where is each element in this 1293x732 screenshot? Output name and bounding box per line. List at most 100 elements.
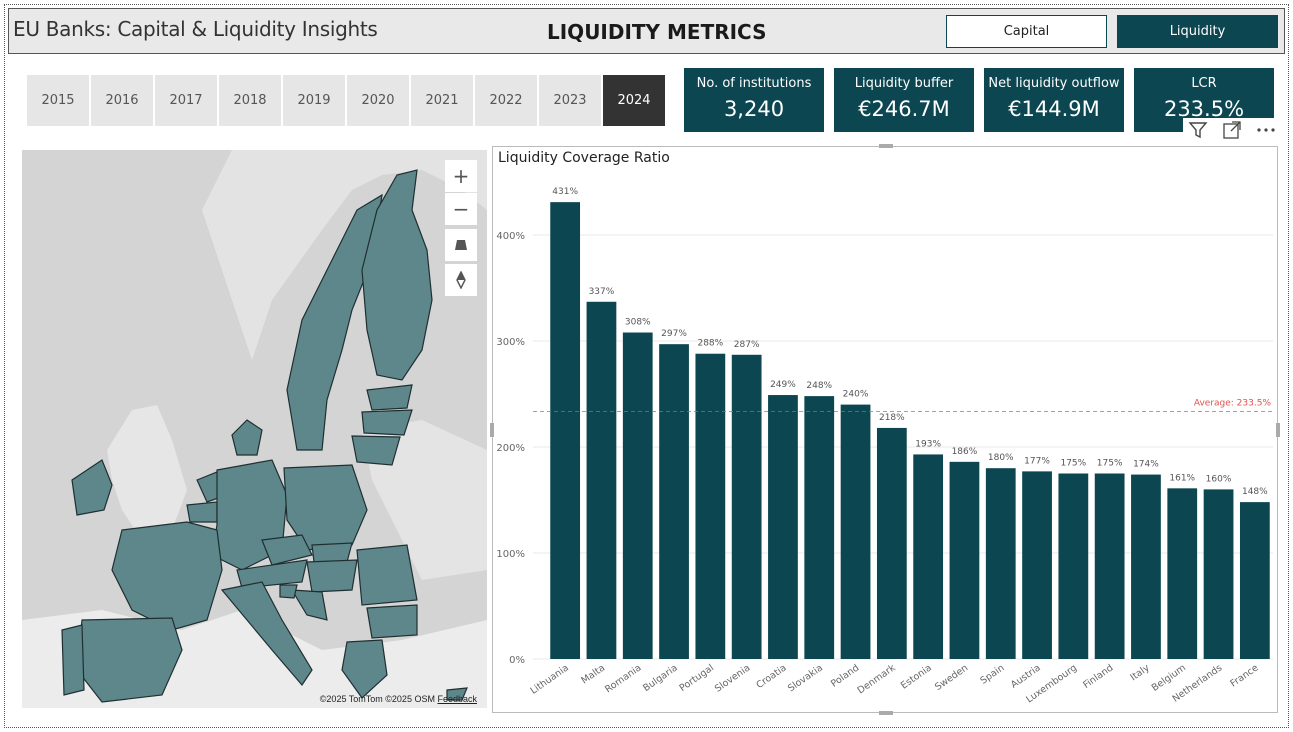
compass-icon: [456, 271, 466, 289]
map-zoom-in-button[interactable]: +: [445, 160, 477, 192]
average-line-label: Average: 233.5%: [1194, 398, 1272, 408]
x-tick-label: France: [1228, 662, 1260, 689]
x-tick-label: Croatia: [754, 662, 788, 691]
map-country-latvia: [361, 409, 413, 436]
resize-handle-left[interactable]: [490, 423, 494, 437]
year-button-2020[interactable]: 2020: [347, 75, 409, 126]
data-label: 177%: [1024, 456, 1050, 466]
bar: [768, 395, 798, 659]
kpi-value: €246.7M: [858, 97, 950, 121]
bar: [550, 202, 581, 659]
x-tick-label: Lithuania: [529, 662, 571, 696]
bar: [913, 454, 944, 659]
bar: [1167, 488, 1198, 659]
lcr-chart-visual[interactable]: Liquidity Coverage Ratio 0% 100% 200% 300% 4…: [490, 144, 1280, 715]
map-country-cyprus: [446, 687, 468, 701]
resize-handle-bottom[interactable]: [879, 711, 893, 715]
map-country-bulgaria: [366, 604, 418, 639]
tilt-icon: [455, 240, 467, 250]
map-country-finland: [361, 169, 433, 381]
map-country-hungary: [306, 559, 358, 593]
x-tick-label: Slovakia: [786, 662, 825, 694]
map-country-greece: [341, 639, 388, 699]
data-label: 161%: [1169, 473, 1195, 483]
chart-plot: 0% 100% 200% 300% 400% 431% Lithuania 337% Malta…: [496, 187, 1273, 705]
data-label: 288%: [697, 339, 723, 349]
y-tick-label: 200%: [496, 443, 525, 454]
map-region-uk: [107, 405, 187, 540]
map-country-belgium: [186, 501, 218, 523]
resize-handle-right[interactable]: [1276, 423, 1280, 437]
map-compass-button[interactable]: [445, 264, 477, 296]
x-tick-label: Finland: [1081, 662, 1115, 690]
bar: [985, 468, 1016, 659]
year-button-2022[interactable]: 2022: [475, 75, 537, 126]
y-tick-label: 100%: [496, 549, 525, 560]
eu-map[interactable]: + − ©2025 TomTom ©2025 OSM Feedback: [22, 150, 487, 708]
map-country-estonia: [366, 384, 413, 411]
bar: [622, 332, 653, 659]
data-label: 180%: [988, 453, 1014, 463]
data-label: 174%: [1133, 460, 1159, 470]
data-label: 287%: [734, 340, 760, 350]
y-tick-label: 300%: [496, 337, 525, 348]
bar: [695, 353, 726, 659]
bar: [876, 427, 907, 659]
resize-handle-top[interactable]: [879, 144, 893, 148]
bar: [1203, 489, 1234, 659]
data-label: 337%: [589, 287, 615, 297]
chart-title: Liquidity Coverage Ratio: [498, 150, 670, 166]
kpi-value: 233.5%: [1163, 97, 1245, 121]
filter-icon[interactable]: [1187, 119, 1209, 141]
y-tick-label: 400%: [496, 231, 525, 242]
map-zoom-out-button[interactable]: −: [445, 193, 477, 225]
page-title: LIQUIDITY METRICS: [547, 20, 767, 44]
map-country-lithuania: [351, 435, 401, 466]
kpi-label: No. of institutions: [696, 76, 812, 91]
x-tick-label: Portugal: [678, 662, 717, 694]
kpi-label: Net liquidity outflow: [988, 76, 1120, 91]
year-button-2016[interactable]: 2016: [91, 75, 153, 126]
more-options-icon[interactable]: [1255, 119, 1277, 141]
header-bar: EU Banks: Capital & Liquidity Insights L…: [8, 8, 1285, 54]
map-attribution: ©2025 TomTom ©2025 OSM Feedback: [320, 694, 477, 704]
kpi-card-liquidity-buffer: Liquidity buffer €246.7M: [834, 68, 974, 132]
app-title: EU Banks: Capital & Liquidity Insights: [13, 17, 378, 41]
map-region-norway: [202, 150, 487, 360]
visual-header-icons: [1183, 118, 1281, 142]
map-attribution-text: ©2025 TomTom ©2025 OSM: [319, 694, 435, 704]
liquidity-page-button[interactable]: Liquidity: [1117, 15, 1278, 48]
year-button-2024[interactable]: 2024: [603, 75, 665, 126]
data-label: 431%: [552, 187, 578, 197]
map-feedback-link[interactable]: Feedback: [437, 694, 477, 704]
year-button-2018[interactable]: 2018: [219, 75, 281, 126]
map-country-france: [111, 521, 223, 631]
data-label: 160%: [1206, 474, 1232, 484]
bar: [586, 301, 617, 659]
map-tilt-button[interactable]: [445, 229, 477, 261]
map-country-denmark: [231, 419, 263, 456]
x-tick-label: Malta: [579, 662, 607, 686]
year-button-2021[interactable]: 2021: [411, 75, 473, 126]
data-label: 249%: [770, 380, 796, 390]
year-button-2019[interactable]: 2019: [283, 75, 345, 126]
map-country-portugal: [61, 624, 85, 696]
capital-page-button[interactable]: Capital: [946, 15, 1107, 48]
bar: [949, 461, 980, 659]
year-button-2015[interactable]: 2015: [27, 75, 89, 126]
y-tick-label: 0%: [509, 655, 525, 666]
kpi-value: 3,240: [723, 97, 785, 121]
map-country-ireland: [71, 459, 113, 516]
data-label: 148%: [1242, 487, 1268, 497]
data-label: 193%: [915, 439, 941, 449]
bar: [840, 404, 871, 659]
year-button-2023[interactable]: 2023: [539, 75, 601, 126]
x-tick-label: Sweden: [933, 662, 970, 693]
x-tick-label: Poland: [829, 662, 861, 689]
focus-mode-icon[interactable]: [1221, 119, 1243, 141]
data-label: 248%: [806, 381, 832, 391]
data-label: 175%: [1097, 459, 1123, 469]
x-tick-label: Slovenia: [713, 662, 752, 694]
year-button-2017[interactable]: 2017: [155, 75, 217, 126]
bar: [1239, 502, 1270, 659]
